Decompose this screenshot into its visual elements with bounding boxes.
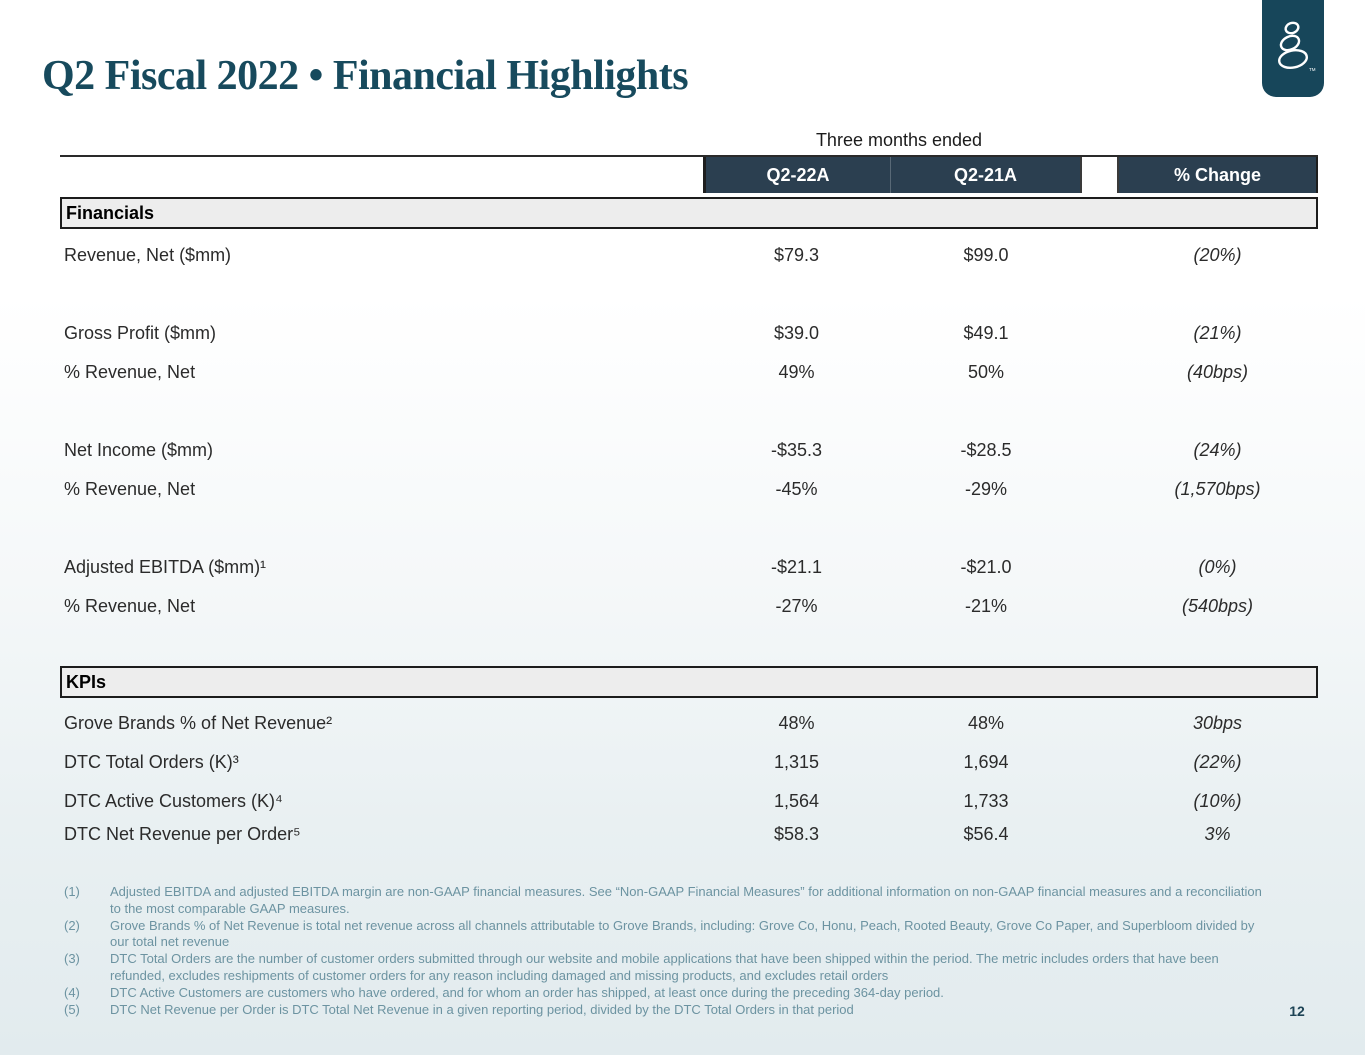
- value-q2-22a: -$21.1: [770, 557, 823, 577]
- footnote-text: DTC Active Customers are customers who h…: [110, 984, 944, 1000]
- value-change: 30bps: [1192, 713, 1243, 733]
- value-q2-21a: -$28.5: [960, 440, 1012, 460]
- footnotes: (1) Adjusted EBITDA and adjusted EBITDA …: [64, 884, 1294, 1018]
- table-row-net-income-margin: % Revenue, Net -45% -29% (1,570bps): [0, 475, 1365, 503]
- value-q2-22a: $58.3: [773, 824, 820, 844]
- value-q2-21a: 48%: [967, 713, 1005, 733]
- row-label: Gross Profit ($mm): [64, 323, 217, 343]
- table-row-ebitda-margin: % Revenue, Net -27% -21% (540bps): [0, 592, 1365, 620]
- footnote-number: (1): [64, 884, 80, 899]
- value-q2-21a: -21%: [964, 596, 1008, 616]
- row-label: DTC Total Orders (K)³: [64, 752, 239, 772]
- stacked-pebbles-icon: TM: [1277, 21, 1316, 72]
- value-change: (540bps): [1181, 596, 1254, 616]
- row-label: DTC Net Revenue per Order⁵: [64, 824, 301, 844]
- table-row-grove-brands-pct: Grove Brands % of Net Revenue² 48% 48% 3…: [0, 709, 1365, 737]
- value-change: (0%): [1198, 557, 1237, 577]
- footnote-5: (5) DTC Net Revenue per Order is DTC Tot…: [64, 1002, 1294, 1019]
- footnote-4: (4) DTC Active Customers are customers w…: [64, 985, 1294, 1002]
- row-label: % Revenue, Net: [64, 362, 196, 382]
- value-change: (10%): [1193, 791, 1242, 811]
- table-row-dtc-net-revenue-per-order: DTC Net Revenue per Order⁵ $58.3 $56.4 3…: [0, 820, 1365, 848]
- footnote-text: DTC Total Orders are the number of custo…: [110, 951, 1219, 983]
- table-top-rule: [60, 155, 1318, 157]
- value-q2-21a: 50%: [967, 362, 1005, 382]
- value-q2-21a: $49.1: [963, 323, 1009, 343]
- value-change: (22%): [1193, 752, 1242, 772]
- table-row-gross-profit: Gross Profit ($mm) $39.0 $49.1 (21%): [0, 319, 1365, 347]
- value-change: (24%): [1193, 440, 1242, 460]
- footnote-2: (2) Grove Brands % of Net Revenue is tot…: [64, 918, 1294, 952]
- value-change: (21%): [1193, 323, 1242, 343]
- column-header-q2-21a: Q2-21A: [890, 157, 1082, 193]
- value-q2-22a: -$35.3: [770, 440, 823, 460]
- row-label: % Revenue, Net: [64, 479, 196, 499]
- value-q2-22a: 1,315: [773, 752, 820, 772]
- table-row-dtc-active-customers: DTC Active Customers (K)⁴ 1,564 1,733 (1…: [0, 787, 1365, 815]
- footnote-1: (1) Adjusted EBITDA and adjusted EBITDA …: [64, 884, 1294, 918]
- grove-logo: TM: [1262, 0, 1324, 97]
- value-q2-21a: 1,733: [963, 791, 1009, 811]
- section-header-financials: Financials: [60, 197, 1318, 229]
- value-q2-22a: 49%: [778, 362, 815, 382]
- footnote-number: (2): [64, 917, 80, 933]
- trademark-text: TM: [1309, 67, 1316, 72]
- table-row-dtc-total-orders: DTC Total Orders (K)³ 1,315 1,694 (22%): [0, 748, 1365, 776]
- value-q2-22a: 1,564: [773, 791, 820, 811]
- table-row-net-income: Net Income ($mm) -$35.3 -$28.5 (24%): [0, 436, 1365, 464]
- footnote-3: (3) DTC Total Orders are the number of c…: [64, 951, 1294, 985]
- column-header-q2-22a: Q2-22A: [703, 157, 890, 193]
- value-change: (40bps): [1186, 362, 1249, 382]
- row-label: Revenue, Net ($mm): [64, 245, 232, 265]
- footnote-text: Adjusted EBITDA and adjusted EBITDA marg…: [110, 884, 1262, 916]
- value-q2-22a: $39.0: [773, 323, 820, 343]
- page-title: Q2 Fiscal 2022 • Financial Highlights: [42, 53, 689, 99]
- value-q2-21a: $99.0: [963, 245, 1009, 265]
- table-row-revenue-net: Revenue, Net ($mm) $79.3 $99.0 (20%): [0, 241, 1365, 269]
- footnote-number: (4): [64, 984, 80, 1000]
- value-q2-21a: $56.4: [963, 824, 1009, 844]
- row-label: Net Income ($mm): [64, 440, 214, 460]
- section-header-kpis: KPIs: [60, 666, 1318, 698]
- column-header-change: % Change: [1117, 157, 1318, 193]
- value-change: 3%: [1204, 824, 1231, 844]
- value-change: (1,570bps): [1174, 479, 1261, 499]
- row-label: Grove Brands % of Net Revenue²: [64, 713, 333, 733]
- table-row-gross-margin: % Revenue, Net 49% 50% (40bps): [0, 358, 1365, 386]
- value-q2-22a: $79.3: [773, 245, 820, 265]
- value-q2-22a: 48%: [778, 713, 815, 733]
- value-q2-21a: 1,694: [963, 752, 1009, 772]
- row-label: Adjusted EBITDA ($mm)¹: [64, 557, 267, 577]
- value-q2-22a: -45%: [775, 479, 818, 499]
- row-label: DTC Active Customers (K)⁴: [64, 791, 283, 811]
- row-label: % Revenue, Net: [64, 596, 196, 616]
- footnote-text: DTC Net Revenue per Order is DTC Total N…: [110, 1001, 854, 1017]
- table-row-adjusted-ebitda: Adjusted EBITDA ($mm)¹ -$21.1 -$21.0 (0%…: [0, 553, 1365, 581]
- value-q2-21a: -$21.0: [960, 557, 1012, 577]
- value-change: (20%): [1193, 245, 1242, 265]
- period-header: Three months ended: [815, 130, 983, 150]
- page-number: 12: [1289, 1003, 1305, 1019]
- footnote-number: (3): [64, 951, 80, 967]
- footnote-number: (5): [64, 1001, 80, 1017]
- footnote-text: Grove Brands % of Net Revenue is total n…: [110, 917, 1255, 950]
- value-q2-21a: -29%: [964, 479, 1008, 499]
- value-q2-22a: -27%: [775, 596, 818, 616]
